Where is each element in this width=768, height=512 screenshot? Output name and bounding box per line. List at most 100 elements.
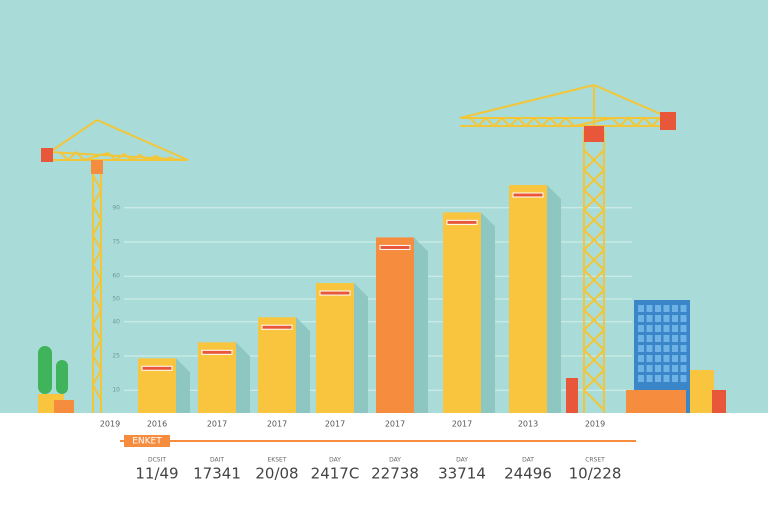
window — [655, 355, 661, 362]
left-crane — [49, 119, 189, 413]
building-windows — [638, 305, 687, 382]
stat-value: 22738 — [371, 465, 419, 483]
ground — [0, 413, 768, 512]
bar-stripe — [261, 324, 293, 330]
window — [663, 365, 670, 372]
window — [680, 355, 687, 362]
stat-value: 24496 — [504, 465, 552, 483]
window — [672, 335, 678, 342]
stat-label: DAT — [522, 457, 534, 464]
crane-counterweight — [660, 112, 676, 130]
y-tick-label: 10 — [112, 387, 120, 394]
window — [672, 345, 678, 352]
x-tick-label: 2017 — [267, 420, 287, 429]
bar-shadow — [481, 212, 495, 413]
building — [690, 370, 714, 413]
window — [672, 375, 678, 382]
x-tick-label: 2017 — [385, 420, 405, 429]
planter — [54, 400, 74, 413]
bar-stripe — [379, 244, 411, 250]
bar-stripe — [319, 290, 351, 296]
bar-stripe — [446, 219, 478, 225]
x-tick-label: 2017 — [452, 420, 472, 429]
labels: 2019 2016 2017 2017 2017 2017 2017 2013 2019 DCSI… — [100, 420, 622, 483]
footer-tag-text: ENKET — [132, 437, 162, 447]
y-tick-label: 75 — [112, 239, 120, 246]
window — [655, 375, 661, 382]
crane-cab — [91, 160, 103, 174]
window — [655, 345, 661, 352]
footer-tag — [124, 435, 170, 447]
x-tick-label: 2016 — [147, 420, 167, 429]
stat-value: 17341 — [193, 465, 241, 483]
plant — [56, 360, 68, 394]
window — [663, 345, 670, 352]
window — [663, 335, 670, 342]
window — [680, 375, 687, 382]
window — [655, 305, 661, 312]
bar-stripe — [201, 349, 233, 355]
bar-shadow — [414, 237, 428, 413]
window — [672, 325, 678, 332]
window — [646, 305, 653, 312]
bar-stripe — [141, 365, 173, 371]
window — [646, 355, 653, 362]
bar — [376, 237, 414, 413]
window — [655, 325, 661, 332]
x-tick-label: 2019 — [585, 420, 605, 429]
right-crane — [459, 84, 671, 413]
stat-value: 20/08 — [255, 465, 298, 483]
stat-label: DAY — [329, 457, 341, 464]
plant — [38, 346, 52, 394]
stat-value: 2417C — [311, 465, 360, 483]
window — [646, 335, 653, 342]
window — [680, 345, 687, 352]
bar-shadow — [296, 317, 310, 413]
stat-label: DAY — [456, 457, 468, 464]
y-tick-label: 40 — [112, 318, 120, 325]
bar — [509, 185, 547, 413]
x-tick-label: 2017 — [325, 420, 345, 429]
crane-cab — [584, 126, 604, 142]
window — [680, 365, 687, 372]
window — [638, 345, 644, 352]
stat-label: CRSET — [585, 457, 605, 464]
window — [663, 355, 670, 362]
bar-shadow — [236, 342, 250, 413]
window — [672, 305, 678, 312]
bar-stripe — [512, 192, 544, 198]
building — [626, 390, 686, 413]
x-tick-label: 2013 — [518, 420, 538, 429]
window — [672, 355, 678, 362]
bar — [316, 283, 354, 413]
bar-shadow — [354, 283, 368, 413]
stat-label: EKSET — [268, 457, 287, 464]
window — [646, 375, 653, 382]
window — [638, 335, 644, 342]
window — [638, 375, 644, 382]
window — [655, 365, 661, 372]
window — [638, 355, 644, 362]
window — [638, 315, 644, 322]
window — [680, 325, 687, 332]
x-tick-label: 2019 — [100, 420, 120, 429]
window — [646, 365, 653, 372]
bars — [138, 185, 561, 413]
x-tick-label: 2017 — [207, 420, 227, 429]
window — [655, 335, 661, 342]
window — [663, 315, 670, 322]
y-tick-label: 60 — [112, 273, 120, 280]
bar — [443, 212, 481, 413]
window — [638, 305, 644, 312]
window — [672, 315, 678, 322]
window — [646, 315, 653, 322]
stat-value: 10/228 — [569, 465, 622, 483]
bar — [258, 317, 296, 413]
chimney — [566, 378, 578, 413]
stat-value: 11/49 — [135, 465, 178, 483]
window — [663, 375, 670, 382]
window — [663, 325, 670, 332]
window — [655, 315, 661, 322]
bar-shadow — [547, 185, 561, 413]
